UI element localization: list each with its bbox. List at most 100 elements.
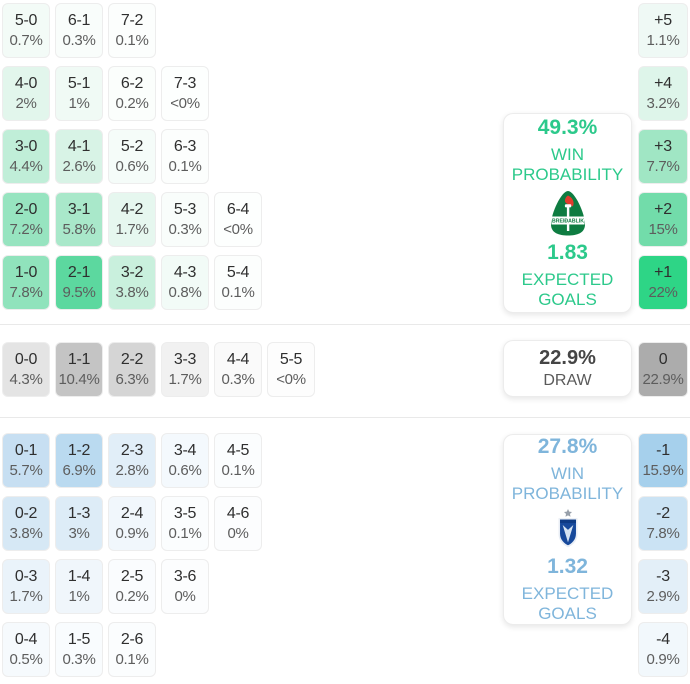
lech-poznan-crest-icon	[558, 509, 577, 548]
draw-card: 22.9% DRAW	[503, 340, 632, 397]
score-label: 4-0	[14, 75, 38, 92]
away-expected-goals-label: EXPECTED GOALS	[521, 584, 614, 623]
away-goal-diff-column: -1 15.9% -2 7.8% -3 2.9% -4 0.9%	[638, 433, 688, 677]
pct-label: 7.7%	[646, 158, 680, 175]
pct-label: 3.2%	[646, 95, 680, 112]
pct-label: 2%	[15, 95, 37, 112]
diff-label: 0	[658, 351, 668, 368]
cell-5-2: 5-2 0.6%	[108, 129, 156, 184]
cell-1-1: 1-1 10.4%	[55, 342, 103, 397]
home-score-row-2: 4-0 2% 5-1 1% 6-2 0.2% 7-3 <0%	[2, 66, 209, 121]
score-label: 0-3	[14, 568, 38, 585]
pct-label: <0%	[170, 95, 200, 112]
pct-label: 0.3%	[62, 651, 96, 668]
score-label: 4-3	[173, 264, 197, 281]
cell-5-4: 5-4 0.1%	[214, 255, 262, 310]
score-label: 7-2	[120, 12, 144, 29]
pct-label: 9.5%	[62, 284, 96, 301]
pct-label: 0.1%	[221, 462, 255, 479]
score-label: 6-4	[226, 201, 250, 218]
pct-label: 0.3%	[168, 221, 202, 238]
score-label: 5-2	[120, 138, 144, 155]
cell-diff-0: 0 22.9%	[638, 342, 688, 397]
pct-label: 0.2%	[115, 588, 149, 605]
pct-label: 0.6%	[168, 462, 202, 479]
score-label: 5-3	[173, 201, 197, 218]
cell-5-0: 5-0 0.7%	[2, 3, 50, 58]
pct-label: 3.8%	[115, 284, 149, 301]
score-label: 6-1	[67, 12, 91, 29]
away-expected-goals: 1.32	[547, 555, 588, 578]
score-label: 7-3	[173, 75, 197, 92]
score-label: 2-0	[14, 201, 38, 218]
pct-label: 0.7%	[9, 32, 43, 49]
score-label: 2-5	[120, 568, 144, 585]
pct-label: 2.9%	[646, 588, 680, 605]
pct-label: 5.8%	[62, 221, 96, 238]
score-label: 2-4	[120, 505, 144, 522]
cell-3-5: 3-5 0.1%	[161, 496, 209, 551]
score-label: 3-5	[173, 505, 197, 522]
score-label: 2-6	[120, 631, 144, 648]
breidablik-crest-icon: BREIÐABLIK	[550, 191, 585, 236]
cell-6-1: 6-1 0.3%	[55, 3, 103, 58]
pct-label: 7.8%	[646, 525, 680, 542]
score-label: 1-4	[67, 568, 91, 585]
pct-label: 22.9%	[642, 371, 684, 388]
score-label: 6-2	[120, 75, 144, 92]
pct-label: 15%	[648, 221, 678, 238]
cell-3-0: 3-0 4.4%	[2, 129, 50, 184]
cell-diff-plus-1: +1 22%	[638, 255, 688, 310]
cell-6-4: 6-4 <0%	[214, 192, 262, 247]
diff-label: -2	[656, 505, 670, 522]
pct-label: 0.1%	[168, 158, 202, 175]
crest-text: BREIÐABLIK	[552, 219, 584, 225]
cell-diff-minus-2: -2 7.8%	[638, 496, 688, 551]
score-label: 3-4	[173, 442, 197, 459]
home-score-row-5: 1-0 7.8% 2-1 9.5% 3-2 3.8% 4-3 0.8% 5-4 0.1%	[2, 255, 262, 310]
score-label: 3-2	[120, 264, 144, 281]
cell-2-1: 2-1 9.5%	[55, 255, 103, 310]
score-label: 0-4	[14, 631, 38, 648]
score-label: 0-0	[14, 351, 38, 368]
draw-label: DRAW	[543, 371, 592, 389]
cell-2-4: 2-4 0.9%	[108, 496, 156, 551]
pct-label: 1.7%	[9, 588, 43, 605]
cell-2-0: 2-0 7.2%	[2, 192, 50, 247]
cell-4-6: 4-6 0%	[214, 496, 262, 551]
diff-label: +1	[654, 264, 672, 281]
pct-label: 2.6%	[62, 158, 96, 175]
cell-diff-plus-4: +4 3.2%	[638, 66, 688, 121]
home-score-row-3: 3-0 4.4% 4-1 2.6% 5-2 0.6% 6-3 0.1%	[2, 129, 209, 184]
cell-5-5: 5-5 <0%	[267, 342, 315, 397]
pct-label: 1.1%	[646, 32, 680, 49]
cell-diff-plus-3: +3 7.7%	[638, 129, 688, 184]
pct-label: 0.5%	[9, 651, 43, 668]
score-label: 0-1	[14, 442, 38, 459]
away-win-label: WIN PROBABILITY	[511, 464, 624, 503]
score-label: 3-3	[173, 351, 197, 368]
cell-3-2: 3-2 3.8%	[108, 255, 156, 310]
cell-5-3: 5-3 0.3%	[161, 192, 209, 247]
pct-label: 0%	[174, 588, 196, 605]
pct-label: 3.8%	[9, 525, 43, 542]
diff-label: -3	[656, 568, 670, 585]
section-divider-top	[0, 324, 690, 325]
cell-diff-plus-2: +2 15%	[638, 192, 688, 247]
pct-label: 6.9%	[62, 462, 96, 479]
home-win-card: 49.3% WIN PROBABILITY BREIÐABLIK 1.83 EX…	[503, 113, 632, 313]
cell-3-4: 3-4 0.6%	[161, 433, 209, 488]
score-label: 3-1	[67, 201, 91, 218]
score-label: 2-1	[67, 264, 91, 281]
home-expected-goals: 1.83	[547, 241, 588, 264]
score-label: 2-3	[120, 442, 144, 459]
cell-6-2: 6-2 0.2%	[108, 66, 156, 121]
away-score-row-2: 0-2 3.8% 1-3 3% 2-4 0.9% 3-5 0.1% 4-6 0%	[2, 496, 262, 551]
section-divider-bottom	[0, 417, 690, 418]
pct-label: 0%	[227, 525, 249, 542]
pct-label: 15.9%	[642, 462, 684, 479]
away-score-row-3: 0-3 1.7% 1-4 1% 2-5 0.2% 3-6 0%	[2, 559, 209, 614]
cell-5-1: 5-1 1%	[55, 66, 103, 121]
cell-4-5: 4-5 0.1%	[214, 433, 262, 488]
score-label: 1-5	[67, 631, 91, 648]
